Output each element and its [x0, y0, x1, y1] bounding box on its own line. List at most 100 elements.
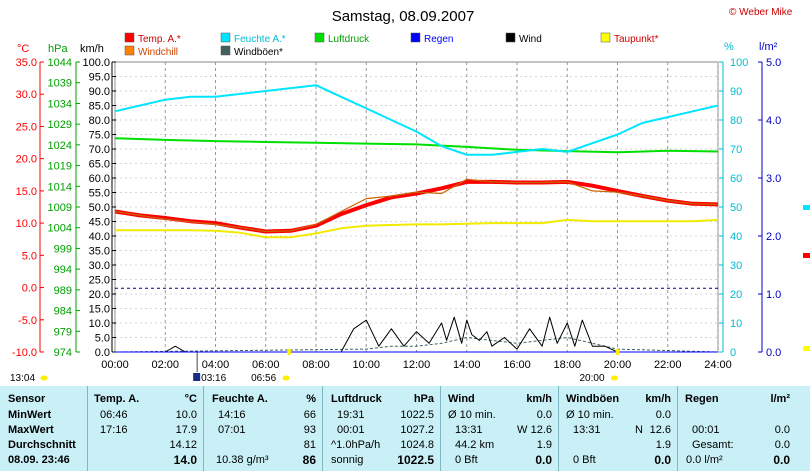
- axis-tick-label-wind_kmh: 15.0: [89, 304, 110, 316]
- axis-tick-label-wind_kmh: 85.0: [89, 101, 110, 113]
- axis-tick-label-wind_kmh: 50.0: [89, 202, 110, 214]
- axis-tick-label-rain_lm2: 1.0: [766, 289, 781, 301]
- axis-tick-label-rain_lm2: 2.0: [766, 231, 781, 243]
- rain-max-value: 0.0: [774, 424, 790, 436]
- wind-column: Wind km/h Ø 10 min. 0.0 13:31 W 12.6 44.…: [441, 386, 559, 471]
- temp-min-value: 10.0: [175, 409, 197, 421]
- wind-max-value: 12.6: [530, 424, 552, 436]
- legend-label: Taupunkt*: [614, 34, 659, 45]
- axis-header-temp: °C: [17, 43, 29, 55]
- axis-tick-label-humidity_pct: 70: [730, 144, 742, 156]
- axis-tick-label-wind_kmh: 60.0: [89, 173, 110, 185]
- axis-tick-label-wind_kmh: 90.0: [89, 86, 110, 98]
- marker-label: 13:04: [10, 373, 35, 384]
- legend-swatch: [600, 32, 611, 43]
- pressure-avg-value: 1024.8: [400, 439, 434, 451]
- x-tick-label: 04:00: [202, 359, 230, 371]
- axis-tick-label-humidity_pct: 90: [730, 86, 742, 98]
- x-tick-label: 08:00: [302, 359, 330, 371]
- axis-tick-label-pressure_hpa: 984: [54, 306, 72, 318]
- gust-current-value: 0.0: [654, 453, 671, 467]
- axis-tick-label-pressure_hpa: 1014: [48, 181, 72, 193]
- humidity-avg-value: 81: [303, 439, 316, 451]
- axis-tick-label-temp_c: 5.0: [22, 250, 37, 262]
- legend-swatch: [505, 32, 516, 43]
- x-tick-label: 18:00: [553, 359, 581, 371]
- axis-tick-label-pressure_hpa: 979: [54, 326, 72, 338]
- axis-tick-label-rain_lm2: 3.0: [766, 173, 781, 185]
- marker-dot: [282, 375, 290, 381]
- axis-tick-label-wind_kmh: 30.0: [89, 260, 110, 272]
- rain-total-value: 0.0: [774, 439, 790, 451]
- humidity-max-time: 07:01: [218, 424, 246, 436]
- axis-tick-label-humidity_pct: 80: [730, 115, 742, 127]
- temp-header: Temp. A.: [94, 393, 140, 405]
- humidity-current-value: 86: [302, 453, 316, 467]
- wind-avg-value: 0.0: [536, 409, 552, 421]
- axis-tick-label-pressure_hpa: 1024: [48, 140, 72, 152]
- row-label-avg: Durchschnitt: [8, 439, 76, 451]
- pressure-header: Luftdruck: [331, 393, 382, 405]
- axis-tick-label-wind_kmh: 35.0: [89, 246, 110, 258]
- x-tick-label: 12:00: [403, 359, 431, 371]
- statistics-table: Sensor MinWert MaxWert Durchschnitt 08.0…: [0, 386, 810, 471]
- right-edge-swatches: [803, 205, 810, 351]
- copyright-text: © Weber Mike: [729, 7, 793, 18]
- rain-total-label: Gesamt:: [692, 439, 734, 451]
- temp-max-value: 17.9: [175, 424, 197, 436]
- axis-tick-label-humidity_pct: 40: [730, 231, 742, 243]
- pressure-current-value: 1022.5: [397, 453, 434, 467]
- axis-header-pressure: hPa: [48, 43, 68, 55]
- pressure-max-value: 1027.2: [400, 424, 434, 436]
- gust-column: Windböen km/h Ø 10 min. 0.0 13:31 N 12.6…: [559, 386, 678, 471]
- axis-tick-label-pressure_hpa: 1039: [48, 78, 72, 90]
- marker-label: 06:56: [251, 373, 276, 384]
- sensor-header: Sensor: [8, 393, 46, 405]
- axis-header-humidity: %: [724, 41, 734, 53]
- marker-label: 20:00: [580, 373, 605, 384]
- axis-tick-label-wind_kmh: 80.0: [89, 115, 110, 127]
- row-label-min: MinWert: [8, 409, 52, 421]
- legend-label: Windböen*: [234, 47, 283, 58]
- rain-column: Regen l/m² 00:01 0.0 Gesamt: 0.0 0.0 l/m…: [678, 386, 810, 471]
- axis-tick-label-wind_kmh: 75.0: [89, 130, 110, 142]
- axis-tick-label-wind_kmh: 55.0: [89, 188, 110, 200]
- axis-tick-label-wind_kmh: 45.0: [89, 217, 110, 229]
- x-tick-label: 20:00: [604, 359, 632, 371]
- rain-header: Regen: [685, 393, 719, 405]
- edge-swatch: [803, 253, 810, 258]
- series-line-temp-a: [114, 179, 719, 234]
- legend-label: Luftdruck: [328, 34, 370, 45]
- wind-mean-value: 1.9: [536, 439, 552, 451]
- series-line-windchill: [114, 178, 719, 233]
- chart-title: Samstag, 08.09.2007: [332, 8, 475, 25]
- x-tick-label: 02:00: [151, 359, 179, 371]
- axis-tick-label-humidity_pct: 30: [730, 260, 742, 272]
- wind-max-time: 13:31: [455, 424, 483, 436]
- legend-swatch: [124, 45, 135, 56]
- wind-beaufort: 0 Bft: [455, 454, 478, 466]
- axis-tick-label-temp_c: -5.0: [18, 315, 37, 327]
- axis-tick-label-humidity_pct: 0: [730, 347, 736, 359]
- marker-label: 03:16: [201, 373, 226, 384]
- series-line-taupunkt: [115, 218, 719, 239]
- row-label-current: 08.09. 23:46: [8, 454, 70, 466]
- series-line-wind: [115, 316, 718, 353]
- x-axis: 00:00 02:00 04:00 06:00 08:00 10:00 12:00 14:00…: [101, 359, 732, 371]
- axis-tick-label-temp_c: 0.0: [22, 283, 37, 295]
- x-tick-label: 00:00: [101, 359, 129, 371]
- axis-tick-label-wind_kmh: 95.0: [89, 72, 110, 84]
- x-tick-label: 14:00: [453, 359, 481, 371]
- edge-swatch: [803, 346, 810, 351]
- axis-tick-label-wind_kmh: 65.0: [89, 159, 110, 171]
- pressure-column: Luftdruck hPa 19:31 1022.5 00:01 1027.2 …: [323, 386, 441, 471]
- axis-tick-label-rain_lm2: 4.0: [766, 115, 781, 127]
- rain-today-label: 0.0 l/m²: [686, 454, 723, 466]
- temp-max-time: 17:16: [100, 424, 128, 436]
- legend-label: Feuchte A.*: [234, 34, 286, 45]
- gust-mean-value: 1.9: [655, 439, 671, 451]
- gust-max-direction: N: [635, 424, 643, 436]
- x-tick-label: 10:00: [352, 359, 380, 371]
- axis-tick-label-pressure_hpa: 999: [54, 243, 72, 255]
- legend-swatch: [314, 32, 325, 43]
